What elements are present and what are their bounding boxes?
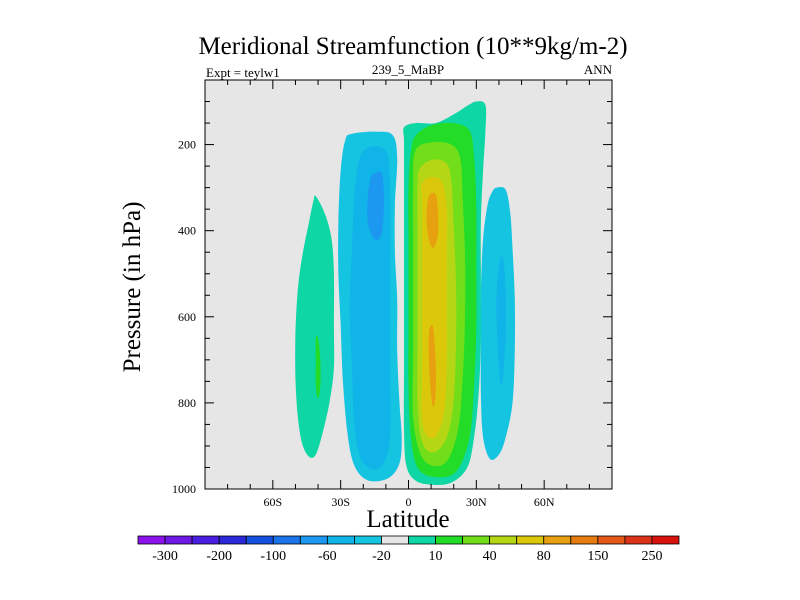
colorbar-label: -100 bbox=[260, 549, 286, 564]
period-label: 239_5_MaBP bbox=[372, 62, 444, 77]
colorbar-swatch bbox=[570, 535, 599, 545]
colorbar-swatch bbox=[624, 535, 653, 545]
x-tick-label: 60N bbox=[534, 495, 555, 509]
y-axis-label: Pressure (in hPa) bbox=[119, 202, 146, 373]
hadley-positive-cell bbox=[403, 101, 487, 485]
contour-level-3 bbox=[367, 171, 384, 241]
colorbar-swatch bbox=[435, 535, 463, 545]
colorbar-label: 150 bbox=[587, 549, 608, 564]
contour-level-5 bbox=[421, 176, 448, 439]
colorbar-label: 10 bbox=[429, 549, 443, 564]
contour-level-2 bbox=[315, 335, 321, 399]
colorbar-label: -60 bbox=[318, 549, 337, 564]
colorbar: -300 -200 -100 -60 -20 10 40 80 150 250 bbox=[137, 535, 680, 564]
colorbar-swatch bbox=[651, 535, 680, 545]
y-tick-label: 800 bbox=[178, 396, 196, 410]
contour-level-7 bbox=[428, 324, 436, 408]
chart-title: Meridional Streamfunction (10**9kg/m-2) bbox=[198, 33, 627, 60]
colorbar-swatch bbox=[326, 535, 355, 545]
contour-level-6 bbox=[426, 192, 439, 248]
colorbar-swatch bbox=[516, 535, 545, 545]
colorbar-swatch bbox=[164, 535, 193, 545]
colorbar-swatch bbox=[543, 535, 572, 545]
colorbar-swatch bbox=[218, 535, 247, 545]
colorbar-label: 40 bbox=[483, 549, 497, 564]
x-tick-label: 30N bbox=[466, 495, 487, 509]
colorbar-swatch bbox=[381, 535, 409, 545]
contour-level-1 bbox=[295, 195, 335, 458]
colorbar-swatch bbox=[462, 535, 491, 545]
experiment-label: Expt = teylw1 bbox=[206, 65, 280, 80]
x-axis-label: Latitude bbox=[366, 506, 449, 533]
southern-hemisphere-weak-positive-cell bbox=[295, 195, 335, 458]
colorbar-swatch bbox=[245, 535, 274, 545]
colorbar-swatch bbox=[408, 535, 436, 545]
colorbar-swatch bbox=[489, 535, 518, 545]
x-tick-label: 30S bbox=[331, 495, 350, 509]
colorbar-label: 250 bbox=[641, 549, 662, 564]
x-tick-label: 60S bbox=[263, 495, 282, 509]
colorbar-label: -300 bbox=[152, 549, 178, 564]
season-label: ANN bbox=[584, 62, 613, 77]
colorbar-swatch bbox=[597, 535, 626, 545]
colorbar-label: -20 bbox=[372, 549, 391, 564]
y-tick-label: 1000 bbox=[172, 482, 196, 496]
colorbar-swatch bbox=[137, 535, 166, 545]
colorbar-swatch bbox=[353, 535, 382, 545]
y-tick-label: 600 bbox=[178, 310, 196, 324]
northern-ferrel-negative-cell bbox=[480, 186, 516, 460]
southern-ferrel-negative-cell bbox=[338, 131, 402, 482]
y-tick-label: 400 bbox=[178, 224, 196, 238]
colorbar-label: -200 bbox=[206, 549, 232, 564]
y-tick-label: 200 bbox=[178, 138, 196, 152]
colorbar-label: 80 bbox=[537, 549, 551, 564]
x-tick-label: 0 bbox=[406, 495, 412, 509]
colorbar-swatch bbox=[272, 535, 301, 545]
contour-level-2 bbox=[496, 256, 506, 386]
colorbar-swatch bbox=[299, 535, 328, 545]
colorbar-swatch bbox=[191, 535, 220, 545]
